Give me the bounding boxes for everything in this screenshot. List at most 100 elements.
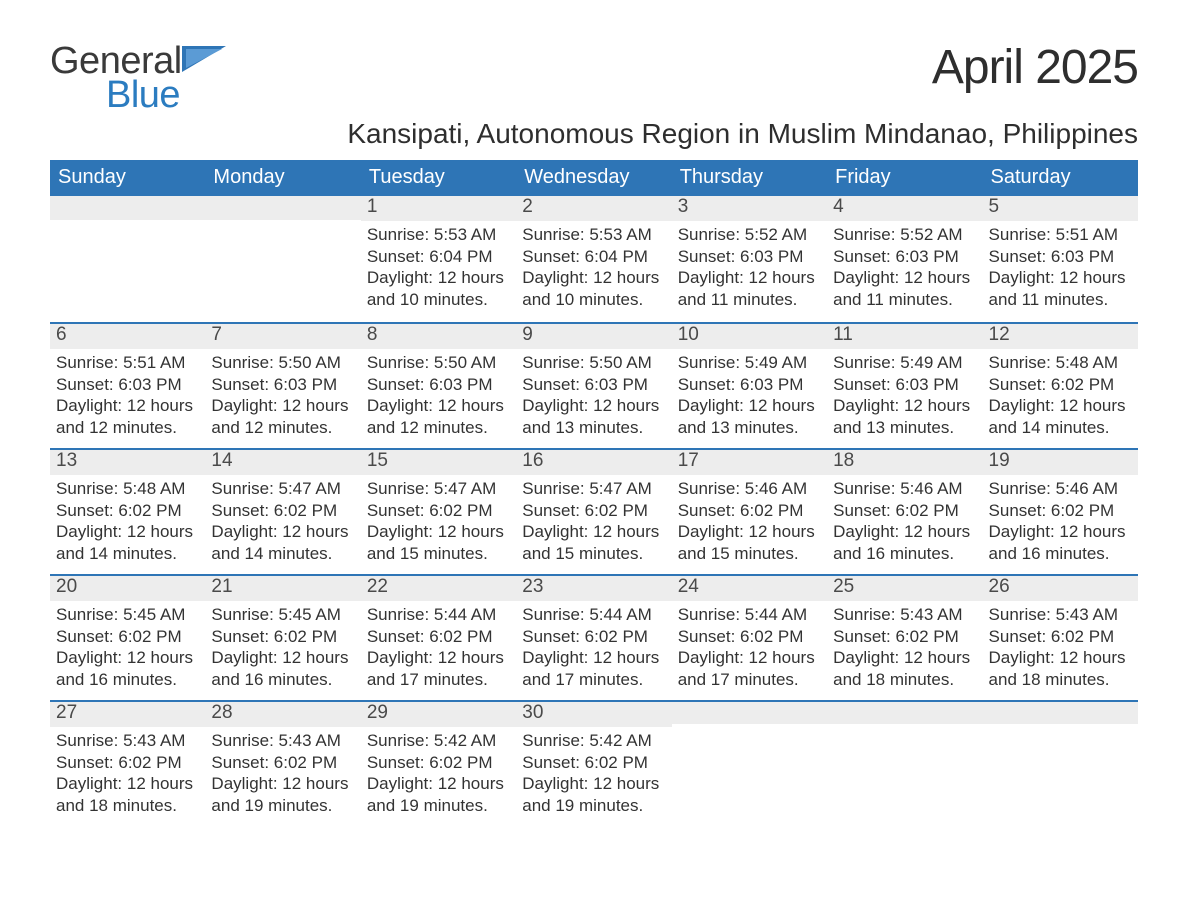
weekday-header: Monday <box>205 160 360 196</box>
day-number: 16 <box>516 448 671 475</box>
day-body: Sunrise: 5:47 AMSunset: 6:02 PMDaylight:… <box>516 475 671 569</box>
calendar-cell: 6Sunrise: 5:51 AMSunset: 6:03 PMDaylight… <box>50 322 205 448</box>
calendar-cell: 21Sunrise: 5:45 AMSunset: 6:02 PMDayligh… <box>205 574 360 700</box>
day-number: 18 <box>827 448 982 475</box>
sunset-text: Sunset: 6:02 PM <box>833 626 976 648</box>
sunset-text: Sunset: 6:02 PM <box>989 374 1132 396</box>
day-body: Sunrise: 5:44 AMSunset: 6:02 PMDaylight:… <box>516 601 671 695</box>
daylight-line2: and 17 minutes. <box>522 669 665 691</box>
weekday-header: Saturday <box>983 160 1138 196</box>
sunset-text: Sunset: 6:02 PM <box>56 626 199 648</box>
daylight-line2: and 12 minutes. <box>367 417 510 439</box>
day-body: Sunrise: 5:42 AMSunset: 6:02 PMDaylight:… <box>516 727 671 821</box>
sunrise-text: Sunrise: 5:53 AM <box>367 224 510 246</box>
day-body: Sunrise: 5:53 AMSunset: 6:04 PMDaylight:… <box>516 221 671 315</box>
daylight-line2: and 16 minutes. <box>833 543 976 565</box>
day-number: 26 <box>983 574 1138 601</box>
calendar-cell: 5Sunrise: 5:51 AMSunset: 6:03 PMDaylight… <box>983 196 1138 322</box>
day-body: Sunrise: 5:49 AMSunset: 6:03 PMDaylight:… <box>672 349 827 443</box>
calendar-cell: 10Sunrise: 5:49 AMSunset: 6:03 PMDayligh… <box>672 322 827 448</box>
sunrise-text: Sunrise: 5:51 AM <box>989 224 1132 246</box>
sunset-text: Sunset: 6:02 PM <box>211 752 354 774</box>
sunrise-text: Sunrise: 5:47 AM <box>211 478 354 500</box>
logo: General Blue <box>50 36 226 114</box>
daylight-line2: and 12 minutes. <box>56 417 199 439</box>
daylight-line1: Daylight: 12 hours <box>367 647 510 669</box>
sunrise-text: Sunrise: 5:50 AM <box>522 352 665 374</box>
day-number: 7 <box>205 322 360 349</box>
day-number: 27 <box>50 700 205 727</box>
day-number: 1 <box>361 196 516 221</box>
weekday-header: Tuesday <box>361 160 516 196</box>
daylight-line1: Daylight: 12 hours <box>522 521 665 543</box>
sunset-text: Sunset: 6:04 PM <box>522 246 665 268</box>
daylight-line2: and 10 minutes. <box>522 289 665 311</box>
day-number: 19 <box>983 448 1138 475</box>
calendar-cell: 12Sunrise: 5:48 AMSunset: 6:02 PMDayligh… <box>983 322 1138 448</box>
weekday-header: Thursday <box>672 160 827 196</box>
daylight-line2: and 13 minutes. <box>678 417 821 439</box>
daylight-line2: and 13 minutes. <box>522 417 665 439</box>
day-body: Sunrise: 5:52 AMSunset: 6:03 PMDaylight:… <box>827 221 982 315</box>
day-number: 17 <box>672 448 827 475</box>
day-number: 24 <box>672 574 827 601</box>
day-number: 11 <box>827 322 982 349</box>
daylight-line1: Daylight: 12 hours <box>678 395 821 417</box>
daylight-line2: and 19 minutes. <box>367 795 510 817</box>
sunrise-text: Sunrise: 5:53 AM <box>522 224 665 246</box>
day-body: Sunrise: 5:42 AMSunset: 6:02 PMDaylight:… <box>361 727 516 821</box>
weekday-header: Friday <box>827 160 982 196</box>
sunrise-text: Sunrise: 5:42 AM <box>522 730 665 752</box>
sunset-text: Sunset: 6:03 PM <box>56 374 199 396</box>
sunset-text: Sunset: 6:03 PM <box>833 246 976 268</box>
day-body: Sunrise: 5:43 AMSunset: 6:02 PMDaylight:… <box>50 727 205 821</box>
logo-blue-text: Blue <box>106 76 180 114</box>
daylight-line1: Daylight: 12 hours <box>989 521 1132 543</box>
calendar-table: Sunday Monday Tuesday Wednesday Thursday… <box>50 160 1138 826</box>
day-body: Sunrise: 5:48 AMSunset: 6:02 PMDaylight:… <box>50 475 205 569</box>
day-body: Sunrise: 5:45 AMSunset: 6:02 PMDaylight:… <box>205 601 360 695</box>
sunset-text: Sunset: 6:02 PM <box>678 500 821 522</box>
day-body: Sunrise: 5:43 AMSunset: 6:02 PMDaylight:… <box>983 601 1138 695</box>
sunrise-text: Sunrise: 5:45 AM <box>56 604 199 626</box>
day-number <box>50 196 205 220</box>
day-body: Sunrise: 5:50 AMSunset: 6:03 PMDaylight:… <box>516 349 671 443</box>
daylight-line2: and 11 minutes. <box>833 289 976 311</box>
day-body: Sunrise: 5:46 AMSunset: 6:02 PMDaylight:… <box>672 475 827 569</box>
day-number: 5 <box>983 196 1138 221</box>
daylight-line2: and 18 minutes. <box>833 669 976 691</box>
daylight-line1: Daylight: 12 hours <box>522 773 665 795</box>
day-body: Sunrise: 5:51 AMSunset: 6:03 PMDaylight:… <box>983 221 1138 315</box>
day-number: 28 <box>205 700 360 727</box>
sunset-text: Sunset: 6:04 PM <box>367 246 510 268</box>
day-number <box>983 700 1138 724</box>
daylight-line1: Daylight: 12 hours <box>211 521 354 543</box>
daylight-line1: Daylight: 12 hours <box>833 267 976 289</box>
sunset-text: Sunset: 6:02 PM <box>211 626 354 648</box>
sunset-text: Sunset: 6:02 PM <box>522 500 665 522</box>
daylight-line1: Daylight: 12 hours <box>522 395 665 417</box>
day-body: Sunrise: 5:47 AMSunset: 6:02 PMDaylight:… <box>361 475 516 569</box>
daylight-line1: Daylight: 12 hours <box>678 267 821 289</box>
logo-blue-row: Blue <box>106 76 226 114</box>
daylight-line1: Daylight: 12 hours <box>989 647 1132 669</box>
sunrise-text: Sunrise: 5:42 AM <box>367 730 510 752</box>
calendar-row: 6 Sunrise: 5:51 AMSunset: 6:03 PM Daylight… <box>50 322 1138 448</box>
calendar-cell <box>672 700 827 826</box>
calendar-row: 1Sunrise: 5:53 AMSunset: 6:04 PMDaylight… <box>50 196 1138 322</box>
day-body: Sunrise: 5:46 AMSunset: 6:02 PMDaylight:… <box>983 475 1138 569</box>
day-number: 6 <box>50 322 205 349</box>
sunrise-text: Sunrise: 5:52 AM <box>678 224 821 246</box>
sunrise-text: Sunrise: 5:43 AM <box>989 604 1132 626</box>
daylight-line2: and 11 minutes. <box>989 289 1132 311</box>
daylight-line1: Daylight: 12 hours <box>833 647 976 669</box>
daylight-line2: and 15 minutes. <box>522 543 665 565</box>
sunset-text: Sunset: 6:02 PM <box>367 626 510 648</box>
day-body: Sunrise: 5:46 AMSunset: 6:02 PMDaylight:… <box>827 475 982 569</box>
sunrise-text: Sunrise: 5:51 AM <box>56 352 199 374</box>
sunrise-text: Sunrise: 5:43 AM <box>211 730 354 752</box>
flag-icon <box>182 46 226 76</box>
daylight-line2: and 17 minutes. <box>367 669 510 691</box>
sunset-text: Sunset: 6:02 PM <box>367 500 510 522</box>
calendar-cell: 18Sunrise: 5:46 AMSunset: 6:02 PMDayligh… <box>827 448 982 574</box>
